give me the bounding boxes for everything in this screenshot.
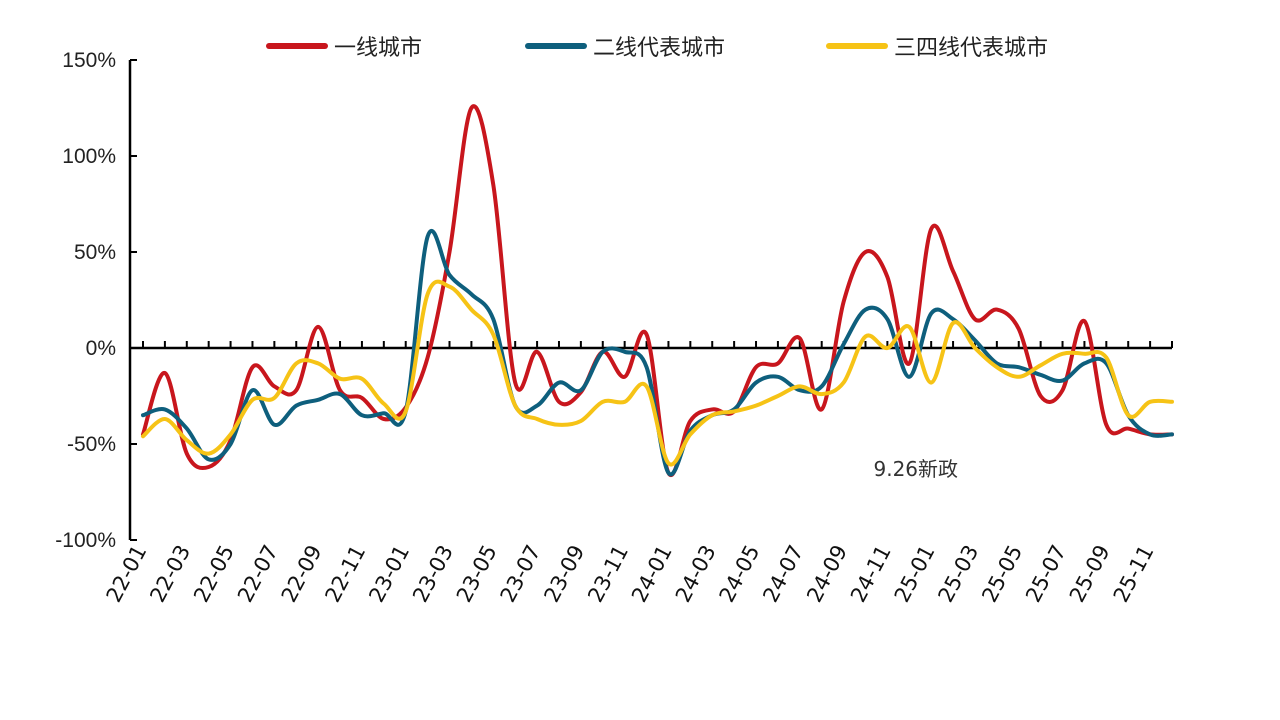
legend-label-tier2: 二线代表城市: [593, 36, 726, 61]
x-tick-label: 25-07: [1021, 541, 1071, 606]
x-tick-label: 23-05: [452, 541, 502, 606]
x-tick-label: 24-09: [802, 541, 852, 606]
series-line-tier34: [141, 279, 1174, 467]
y-tick-label: -100%: [55, 529, 116, 552]
x-tick-label: 24-03: [671, 541, 721, 606]
annotation-label: 9.26新政: [873, 457, 958, 481]
x-tick-label: 23-07: [496, 541, 546, 606]
x-tick-label: 25-03: [934, 541, 984, 606]
x-tick-label: 22-05: [189, 541, 239, 606]
x-tick-label: 24-11: [846, 541, 896, 606]
y-tick-label: -50%: [67, 433, 116, 456]
legend-label-tier1: 一线城市: [334, 36, 423, 61]
annotations: 9.26新政: [873, 457, 958, 481]
x-tick-label: 25-09: [1065, 541, 1115, 606]
x-tick-label: 23-01: [364, 541, 414, 606]
series-line-tier2: [141, 228, 1174, 477]
x-tick-label: 22-11: [321, 541, 371, 606]
x-tick-label: 22-07: [233, 541, 283, 606]
y-tick-label: 100%: [62, 145, 116, 168]
y-tick-label: 50%: [74, 241, 116, 264]
legend-swatch-tier34: [826, 43, 888, 49]
x-tick-label: 23-09: [539, 541, 589, 606]
series-lines: [141, 104, 1174, 478]
x-tick-label: 23-11: [583, 541, 633, 606]
legend-item-tier2: 二线代表城市: [525, 30, 725, 62]
x-tick-label: 24-01: [627, 541, 677, 606]
legend-label-tier34: 三四线代表城市: [894, 36, 1049, 61]
x-tick-label: 25-01: [890, 541, 940, 606]
x-tick-label: 25-11: [1109, 541, 1159, 606]
series-line-tier1: [141, 104, 1174, 478]
x-tick-label: 22-03: [145, 541, 195, 606]
y-tick-label: 0%: [86, 337, 116, 360]
x-tick-label: 24-05: [715, 541, 765, 606]
x-tick-label: 24-07: [758, 541, 808, 606]
legend-item-tier1: 一线城市: [266, 30, 422, 62]
x-tick-label: 23-03: [408, 541, 458, 606]
y-axis: -100% -50% 0% 50% 100% 150%: [55, 49, 137, 552]
x-tick-labels: 22-0122-0322-0522-0722-0922-1123-0123-03…: [102, 541, 1159, 606]
x-tick-label: 25-05: [977, 541, 1027, 606]
legend-swatch-tier2: [525, 43, 587, 49]
y-tick-label: 150%: [62, 49, 116, 72]
legend-swatch-tier1: [266, 43, 328, 49]
legend-item-tier34: 三四线代表城市: [826, 30, 1048, 62]
x-tick-label: 22-09: [277, 541, 327, 606]
